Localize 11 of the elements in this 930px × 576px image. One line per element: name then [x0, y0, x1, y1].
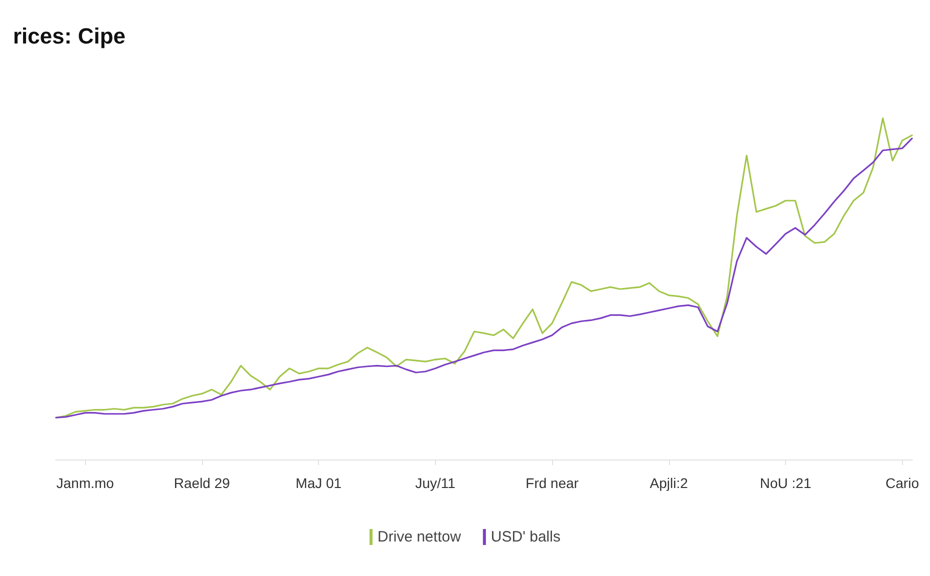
x-tick-label: Apjli:2 — [650, 475, 688, 491]
x-tick-label: Juy/11 — [415, 475, 456, 491]
x-tick-label: NoU :21 — [760, 475, 812, 491]
x-tick-label: Raeld 29 — [174, 475, 230, 491]
legend-label: Drive nettow — [378, 528, 462, 546]
chart-title: rices: Cipe — [13, 24, 126, 48]
x-tick-label: Cario — [886, 475, 920, 491]
legend-label: USD' balls — [490, 528, 560, 546]
x-tick-label: Frd near — [526, 475, 579, 491]
x-tick-label: Janm.mo — [56, 475, 114, 491]
x-tick-label: MaJ 01 — [296, 475, 342, 491]
